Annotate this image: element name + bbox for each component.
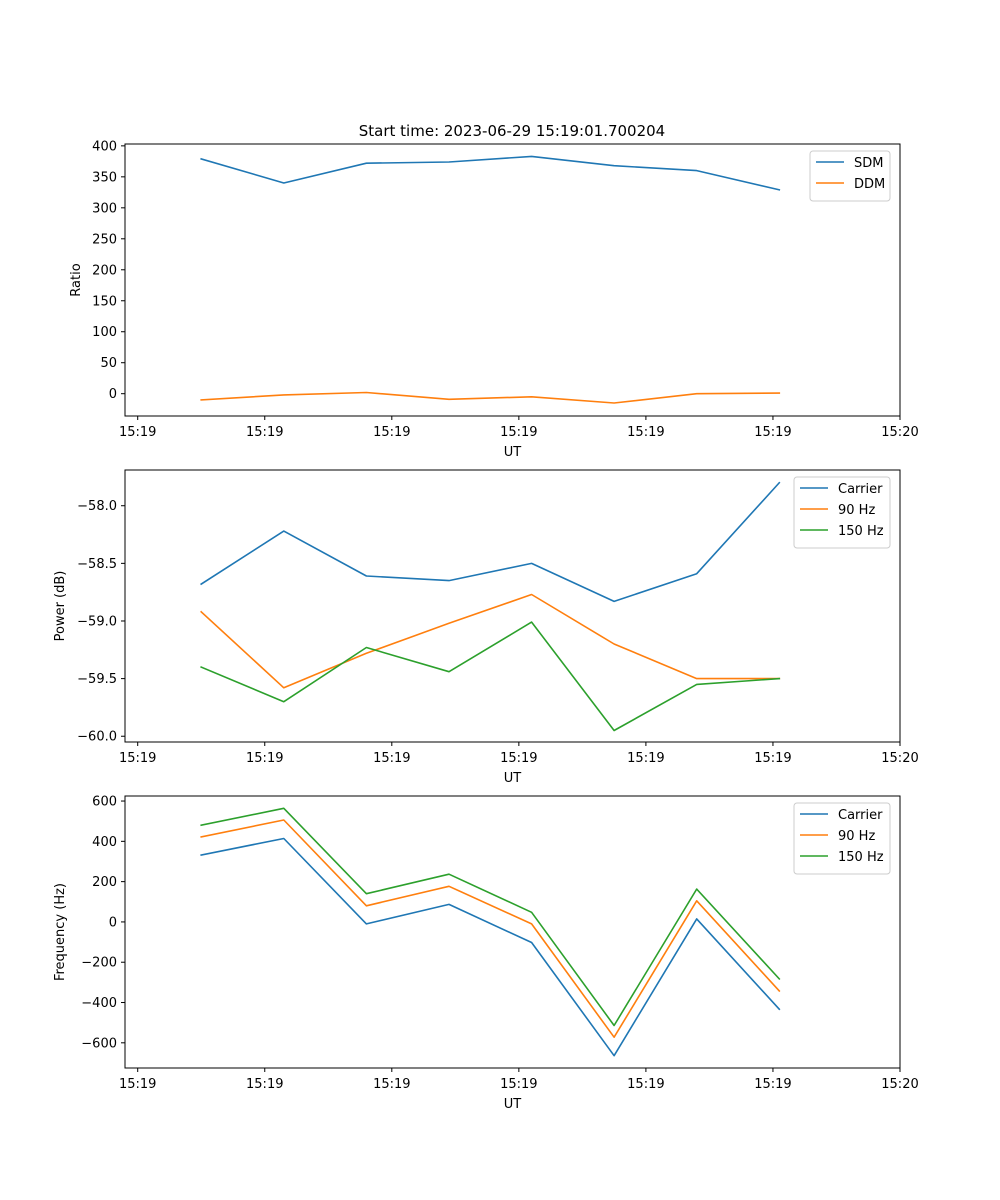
x-tick-label: 15:19 — [754, 751, 791, 766]
legend-entry: 90 Hz — [838, 503, 875, 518]
x-tick-label: 15:19 — [627, 751, 664, 766]
x-tick-label: 15:19 — [119, 425, 156, 440]
series-line-ddm — [200, 391, 781, 404]
series-line-carrier — [200, 837, 781, 1057]
legend: Carrier 90 Hz 150 Hz — [793, 802, 891, 875]
x-tick-label: 15:19 — [627, 1077, 664, 1092]
y-tick-label: 400 — [92, 139, 117, 154]
subplots: 15:19 15:19 15:19 15:19 15:19 15:19 15:20 0 50 10… — [53, 139, 919, 1112]
y-tick-label: 200 — [92, 263, 117, 278]
y-tick-label: 100 — [92, 325, 117, 340]
y-tick-label: 250 — [92, 232, 117, 247]
x-tick-label: 15:19 — [500, 1077, 537, 1092]
y-tick-label: 50 — [100, 356, 117, 371]
x-tick-label: 15:19 — [373, 751, 410, 766]
x-tick-label: 15:19 — [246, 1077, 283, 1092]
x-tick-label: 15:19 — [754, 425, 791, 440]
y-tick-label: −60.0 — [77, 730, 117, 745]
y-tick-label: 400 — [92, 835, 117, 850]
y-tick-label: 150 — [92, 294, 117, 309]
legend-entry: Carrier — [838, 482, 883, 497]
axes-frame — [124, 469, 901, 743]
x-tick-label: 15:19 — [119, 751, 156, 766]
series-line-sdm — [200, 155, 781, 191]
y-tick-label: −58.0 — [77, 499, 117, 514]
y-axis-label: Power (dB) — [53, 571, 68, 642]
series-line-90-hz — [200, 819, 781, 1038]
x-tick-label: 15:19 — [246, 751, 283, 766]
y-tick-label: −600 — [81, 1036, 117, 1051]
subplot-1: 15:19 15:19 15:19 15:19 15:19 15:19 15:20 0 50 10… — [69, 139, 919, 460]
y-tick-label: 200 — [92, 875, 117, 890]
axes-frame — [124, 795, 901, 1069]
legend: Carrier 90 Hz 150 Hz — [793, 476, 891, 549]
series-line-150-hz — [200, 621, 781, 732]
y-tick-label: −400 — [81, 996, 117, 1011]
x-tick-label: 15:19 — [373, 425, 410, 440]
y-tick-label: −59.5 — [77, 672, 117, 687]
y-tick-label: 0 — [109, 915, 117, 930]
y-tick-label: −200 — [81, 956, 117, 971]
x-tick-label: 15:19 — [373, 1077, 410, 1092]
x-axis-label: UT — [504, 1097, 522, 1112]
axes-frame — [124, 143, 901, 417]
x-tick-label: 15:20 — [881, 1077, 918, 1092]
subplot-2: 15:19 15:19 15:19 15:19 15:19 15:19 15:20 −60.0… — [53, 469, 919, 786]
x-tick-label: 15:19 — [119, 1077, 156, 1092]
legend: SDM DDM — [809, 150, 891, 202]
legend-entry: SDM — [854, 156, 883, 171]
legend-entry: Carrier — [838, 808, 883, 823]
y-axis-label: Frequency (Hz) — [53, 883, 68, 981]
x-tick-label: 15:19 — [500, 751, 537, 766]
series-line-carrier — [200, 481, 781, 603]
x-axis-label: UT — [504, 445, 522, 460]
legend-entry: DDM — [854, 177, 885, 192]
series-line-90-hz — [200, 593, 781, 689]
series-line-150-hz — [200, 807, 781, 1027]
y-tick-label: −58.5 — [77, 557, 117, 572]
x-tick-label: 15:19 — [246, 425, 283, 440]
legend-entry: 150 Hz — [838, 524, 884, 539]
x-axis-label: UT — [504, 771, 522, 786]
subplot-3: 15:19 15:19 15:19 15:19 15:19 15:19 15:20 −600 −… — [53, 795, 919, 1112]
legend-frame — [809, 150, 891, 202]
legend-entry: 90 Hz — [838, 829, 875, 844]
y-tick-label: 350 — [92, 170, 117, 185]
y-tick-label: 600 — [92, 795, 117, 810]
y-tick-label: 300 — [92, 201, 117, 216]
x-tick-label: 15:19 — [627, 425, 664, 440]
x-tick-label: 15:20 — [881, 751, 918, 766]
chart-title: Start time: 2023-06-29 15:19:01.700204 — [359, 122, 665, 140]
x-tick-label: 15:20 — [881, 425, 918, 440]
y-tick-label: −59.0 — [77, 614, 117, 629]
legend-entry: 150 Hz — [838, 850, 884, 865]
y-axis-label: Ratio — [69, 263, 84, 296]
x-tick-label: 15:19 — [754, 1077, 791, 1092]
y-tick-label: 0 — [109, 387, 117, 402]
x-tick-label: 15:19 — [500, 425, 537, 440]
